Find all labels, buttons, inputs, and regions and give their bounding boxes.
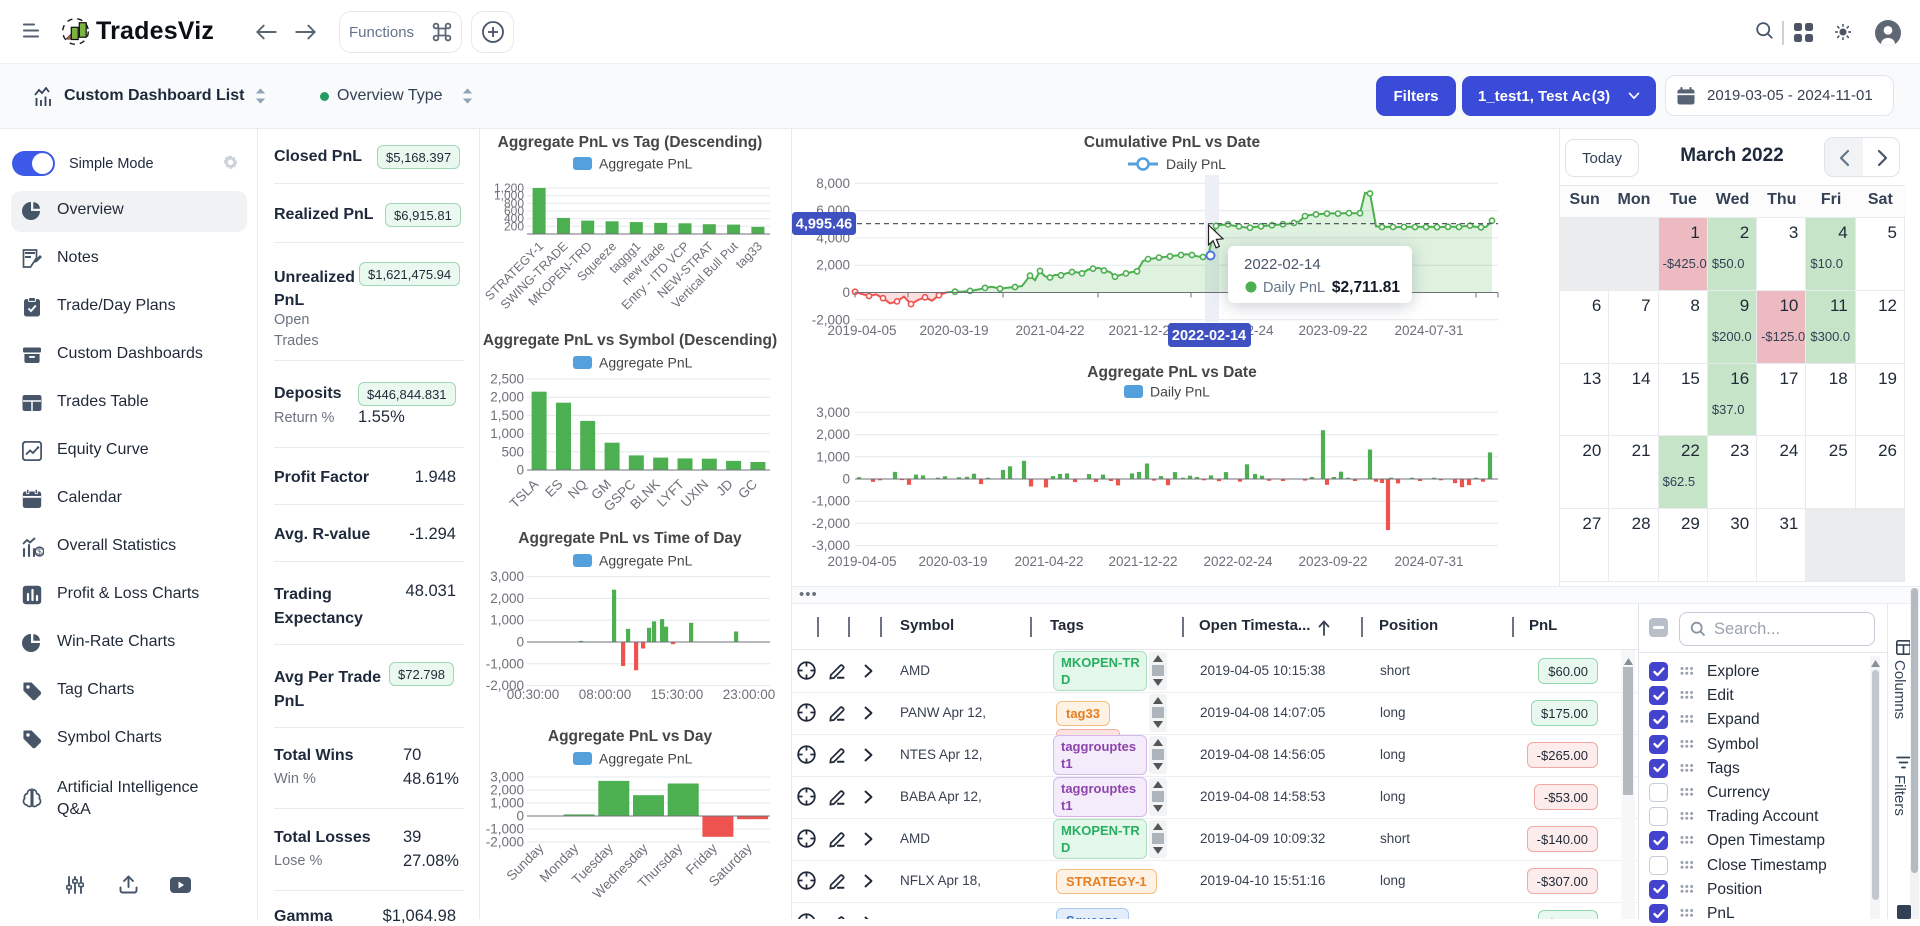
svg-text:Aggregate PnL vs Tag (Descendi: Aggregate PnL vs Tag (Descending) (498, 134, 763, 151)
svg-text:1,000: 1,000 (490, 613, 524, 628)
svg-text:Daily PnL: Daily PnL (1150, 384, 1210, 400)
svg-text:Aggregate PnL vs Date: Aggregate PnL vs Date (1087, 364, 1257, 381)
svg-text:2,000: 2,000 (816, 427, 850, 442)
svg-text:2024-07-31: 2024-07-31 (1394, 554, 1463, 569)
svg-text:Aggregate PnL: Aggregate PnL (599, 553, 693, 569)
svg-text:-1,000: -1,000 (486, 656, 524, 671)
svg-text:-3,000: -3,000 (812, 538, 850, 553)
svg-text:Aggregate PnL vs Symbol (Desce: Aggregate PnL vs Symbol (Descending) (483, 332, 777, 349)
svg-text:2,000: 2,000 (490, 783, 524, 798)
svg-text:0: 0 (516, 463, 524, 478)
svg-text:4,995.46: 4,995.46 (796, 217, 852, 233)
svg-text:Aggregate PnL vs Time of Day: Aggregate PnL vs Time of Day (518, 530, 742, 547)
svg-text:$2,711.81: $2,711.81 (1332, 279, 1400, 296)
svg-text:0: 0 (842, 472, 850, 487)
svg-text:-1,000: -1,000 (812, 494, 850, 509)
svg-text:1,000: 1,000 (816, 449, 850, 464)
svg-text:2,000: 2,000 (490, 591, 524, 606)
svg-text:2022-02-14: 2022-02-14 (1244, 256, 1321, 273)
svg-text:UXIN: UXIN (678, 477, 711, 510)
svg-text:Aggregate PnL vs Day: Aggregate PnL vs Day (548, 728, 713, 745)
svg-text:2021-12-22: 2021-12-22 (1108, 554, 1177, 569)
svg-text:1,000: 1,000 (490, 796, 524, 811)
svg-text:2,000: 2,000 (490, 390, 524, 405)
svg-text:Cumulative PnL vs Date: Cumulative PnL vs Date (1084, 134, 1261, 151)
svg-text:GC: GC (735, 476, 760, 501)
svg-text:Daily PnL: Daily PnL (1166, 156, 1226, 172)
svg-text:8,000: 8,000 (816, 176, 850, 191)
svg-text:Aggregate PnL: Aggregate PnL (599, 751, 693, 767)
svg-text:2021-04-22: 2021-04-22 (1015, 323, 1084, 338)
svg-text:NQ: NQ (565, 477, 590, 502)
svg-text:2023-09-22: 2023-09-22 (1298, 323, 1367, 338)
svg-text:2019-04-05: 2019-04-05 (827, 323, 896, 338)
svg-text:0: 0 (516, 809, 524, 824)
svg-text:-2,000: -2,000 (486, 678, 524, 693)
svg-text:500: 500 (501, 444, 524, 459)
svg-text:Aggregate PnL: Aggregate PnL (599, 355, 693, 371)
svg-text:2,500: 2,500 (490, 372, 524, 387)
svg-text:08:00:00: 08:00:00 (579, 687, 632, 702)
svg-text:2021-04-22: 2021-04-22 (1014, 554, 1083, 569)
svg-text:1,500: 1,500 (490, 408, 524, 423)
svg-text:3,000: 3,000 (490, 569, 524, 584)
svg-text:tag33: tag33 (733, 239, 765, 271)
svg-text:600: 600 (504, 204, 524, 218)
svg-text:23:00:00: 23:00:00 (723, 687, 776, 702)
svg-text:1,000: 1,000 (490, 426, 524, 441)
svg-text:2023-09-22: 2023-09-22 (1298, 554, 1367, 569)
svg-text:TSLA: TSLA (507, 477, 541, 511)
svg-text:0: 0 (842, 285, 850, 300)
svg-text:1,200: 1,200 (494, 181, 524, 195)
svg-text:3,000: 3,000 (490, 770, 524, 785)
svg-text:2024-07-31: 2024-07-31 (1394, 323, 1463, 338)
svg-text:ES: ES (542, 477, 565, 500)
svg-text:JD: JD (713, 476, 735, 498)
svg-text:Daily PnL: Daily PnL (1263, 280, 1325, 296)
svg-text:1,000: 1,000 (494, 189, 524, 203)
svg-text:2,000: 2,000 (816, 258, 850, 273)
svg-text:2021-12-22: 2021-12-22 (1108, 323, 1177, 338)
svg-text:00:30:00: 00:30:00 (507, 687, 560, 702)
svg-text:2020-03-19: 2020-03-19 (918, 554, 987, 569)
svg-text:2019-04-05: 2019-04-05 (827, 554, 896, 569)
svg-text:-2,000: -2,000 (486, 835, 524, 850)
svg-text:Aggregate PnL: Aggregate PnL (599, 156, 693, 172)
svg-text:400: 400 (504, 212, 524, 226)
svg-text:$: $ (37, 548, 42, 557)
svg-text:200: 200 (504, 219, 524, 233)
svg-text:-2,000: -2,000 (812, 516, 850, 531)
svg-text:800: 800 (504, 196, 524, 210)
svg-text:3,000: 3,000 (816, 405, 850, 420)
svg-text:2020-03-19: 2020-03-19 (919, 323, 988, 338)
svg-text:15:30:00: 15:30:00 (651, 687, 704, 702)
svg-text:-1,000: -1,000 (486, 822, 524, 837)
svg-text:0: 0 (516, 635, 524, 650)
svg-text:-2,000: -2,000 (812, 312, 850, 327)
svg-text:2022-02-24: 2022-02-24 (1203, 554, 1273, 569)
svg-text:2022-02-14: 2022-02-14 (1172, 328, 1246, 344)
